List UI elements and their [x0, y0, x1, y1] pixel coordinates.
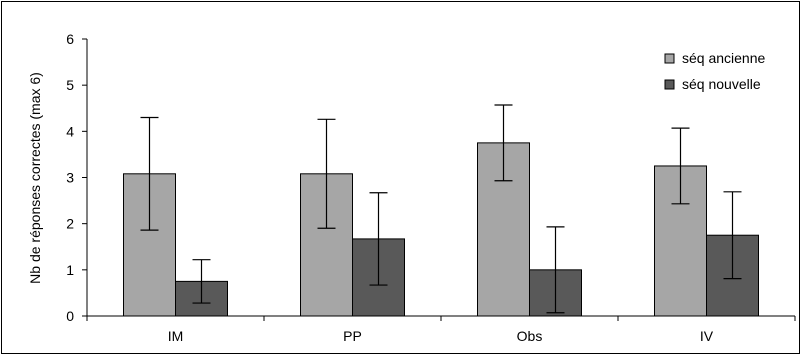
legend-label: séq nouvelle [682, 76, 761, 92]
y-tick-label: 5 [66, 77, 74, 93]
y-tick-label: 6 [66, 31, 74, 47]
y-tick-label: 0 [66, 308, 74, 324]
legend-swatch [664, 79, 675, 90]
y-tick-label: 4 [66, 123, 74, 139]
x-tick-label: IM [168, 328, 184, 344]
legend: séq ancienne séq nouvelle [664, 50, 766, 92]
y-tick-label: 1 [66, 262, 74, 278]
x-tick-label: IV [700, 328, 714, 344]
y-axis-label: Nb de réponses correctes (max 6) [27, 72, 43, 284]
legend-label: séq ancienne [682, 50, 766, 66]
y-tick-label: 3 [66, 170, 74, 186]
y-tick-label: 2 [66, 216, 74, 232]
x-tick-label: PP [343, 328, 362, 344]
x-tick-label: Obs [517, 328, 543, 344]
legend-swatch [664, 53, 675, 64]
error-bars [140, 104, 742, 314]
